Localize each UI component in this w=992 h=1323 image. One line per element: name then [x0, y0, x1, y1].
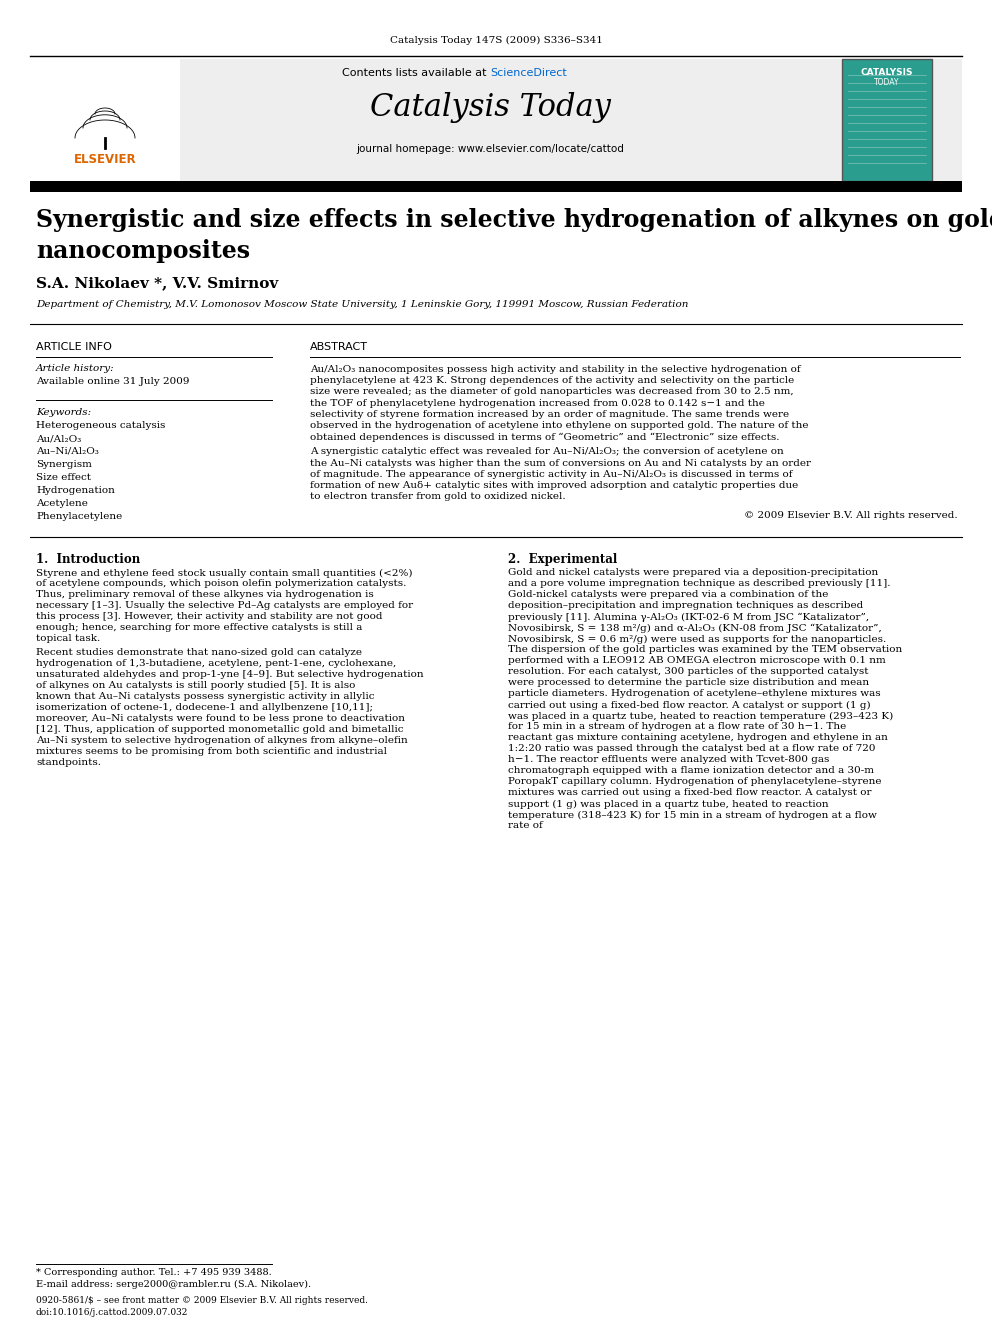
Text: enough; hence, searching for more effective catalysts is still a: enough; hence, searching for more effect…	[36, 623, 362, 632]
Text: Novosibirsk, S = 0.6 m²/g) were used as supports for the nanoparticles.: Novosibirsk, S = 0.6 m²/g) were used as …	[508, 635, 886, 643]
Text: PoropakT capillary column. Hydrogenation of phenylacetylene–styrene: PoropakT capillary column. Hydrogenation…	[508, 778, 882, 786]
Text: Gold-nickel catalysts were prepared via a combination of the: Gold-nickel catalysts were prepared via …	[508, 590, 828, 599]
Text: previously [11]. Alumina γ-Al₂O₃ (IKT-02-6 M from JSC “Katalizator”,: previously [11]. Alumina γ-Al₂O₃ (IKT-02…	[508, 613, 869, 622]
Text: © 2009 Elsevier B.V. All rights reserved.: © 2009 Elsevier B.V. All rights reserved…	[744, 512, 958, 520]
Text: The dispersion of the gold particles was examined by the TEM observation: The dispersion of the gold particles was…	[508, 646, 903, 655]
Text: Synergism: Synergism	[36, 460, 92, 468]
Text: deposition–precipitation and impregnation techniques as described: deposition–precipitation and impregnatio…	[508, 602, 863, 610]
Text: Contents lists available at: Contents lists available at	[342, 67, 490, 78]
Text: performed with a LEO912 AB OMEGA electron microscope with 0.1 nm: performed with a LEO912 AB OMEGA electro…	[508, 656, 886, 665]
Text: the Au–Ni catalysts was higher than the sum of conversions on Au and Ni catalyst: the Au–Ni catalysts was higher than the …	[310, 459, 811, 467]
Text: necessary [1–3]. Usually the selective Pd–Ag catalysts are employed for: necessary [1–3]. Usually the selective P…	[36, 602, 413, 610]
Text: doi:10.1016/j.cattod.2009.07.032: doi:10.1016/j.cattod.2009.07.032	[36, 1308, 188, 1316]
Text: Catalysis Today: Catalysis Today	[370, 93, 610, 123]
Text: mixtures was carried out using a fixed-bed flow reactor. A catalyst or: mixtures was carried out using a fixed-b…	[508, 789, 872, 798]
Text: were processed to determine the particle size distribution and mean: were processed to determine the particle…	[508, 679, 869, 688]
Text: reactant gas mixture containing acetylene, hydrogen and ethylene in an: reactant gas mixture containing acetylen…	[508, 733, 888, 742]
Text: 2.  Experimental: 2. Experimental	[508, 553, 617, 566]
Text: Phenylacetylene: Phenylacetylene	[36, 512, 122, 521]
Text: of acetylene compounds, which poison olefin polymerization catalysts.: of acetylene compounds, which poison ole…	[36, 579, 407, 589]
Text: phenylacetylene at 423 K. Strong dependences of the activity and selectivity on : phenylacetylene at 423 K. Strong depende…	[310, 376, 795, 385]
Text: S.A. Nikolaev *, V.V. Smirnov: S.A. Nikolaev *, V.V. Smirnov	[36, 277, 278, 290]
Text: 1.  Introduction: 1. Introduction	[36, 553, 140, 566]
FancyBboxPatch shape	[30, 60, 180, 181]
Text: moreover, Au–Ni catalysts were found to be less prone to deactivation: moreover, Au–Ni catalysts were found to …	[36, 714, 405, 724]
Text: Article history:: Article history:	[36, 364, 115, 373]
Text: Au–Ni system to selective hydrogenation of alkynes from alkyne–olefin: Au–Ni system to selective hydrogenation …	[36, 737, 408, 745]
Text: this process [3]. However, their activity and stability are not good: this process [3]. However, their activit…	[36, 613, 383, 622]
Text: known that Au–Ni catalysts possess synergistic activity in allylic: known that Au–Ni catalysts possess syner…	[36, 692, 375, 701]
FancyBboxPatch shape	[30, 181, 962, 192]
Text: topical task.: topical task.	[36, 635, 100, 643]
Text: formation of new Auδ+ catalytic sites with improved adsorption and catalytic pro: formation of new Auδ+ catalytic sites wi…	[310, 482, 799, 490]
Text: 1:2:20 ratio was passed through the catalyst bed at a flow rate of 720: 1:2:20 ratio was passed through the cata…	[508, 745, 876, 753]
Text: ABSTRACT: ABSTRACT	[310, 343, 368, 352]
Text: to electron transfer from gold to oxidized nickel.: to electron transfer from gold to oxidiz…	[310, 492, 565, 501]
Text: mixtures seems to be promising from both scientific and industrial: mixtures seems to be promising from both…	[36, 747, 387, 757]
Text: journal homepage: www.elsevier.com/locate/cattod: journal homepage: www.elsevier.com/locat…	[356, 144, 624, 153]
Text: of alkynes on Au catalysts is still poorly studied [5]. It is also: of alkynes on Au catalysts is still poor…	[36, 681, 355, 691]
Text: the TOF of phenylacetylene hydrogenation increased from 0.028 to 0.142 s−1 and t: the TOF of phenylacetylene hydrogenation…	[310, 398, 765, 407]
Text: support (1 g) was placed in a quartz tube, heated to reaction: support (1 g) was placed in a quartz tub…	[508, 799, 828, 808]
Text: [12]. Thus, application of supported monometallic gold and bimetallic: [12]. Thus, application of supported mon…	[36, 725, 404, 734]
Text: Au–Ni/Al₂O₃: Au–Ni/Al₂O₃	[36, 447, 99, 456]
Text: particle diameters. Hydrogenation of acetylene–ethylene mixtures was: particle diameters. Hydrogenation of ace…	[508, 689, 881, 699]
Text: Au/Al₂O₃ nanocomposites possess high activity and stability in the selective hyd: Au/Al₂O₃ nanocomposites possess high act…	[310, 365, 801, 374]
Text: selectivity of styrene formation increased by an order of magnitude. The same tr: selectivity of styrene formation increas…	[310, 410, 789, 419]
Text: was placed in a quartz tube, heated to reaction temperature (293–423 K): was placed in a quartz tube, heated to r…	[508, 712, 893, 721]
Text: Department of Chemistry, M.V. Lomonosov Moscow State University, 1 Leninskie Gor: Department of Chemistry, M.V. Lomonosov …	[36, 300, 688, 310]
Text: h−1. The reactor effluents were analyzed with Tcvet-800 gas: h−1. The reactor effluents were analyzed…	[508, 755, 829, 765]
Text: isomerization of octene-1, dodecene-1 and allylbenzene [10,11];: isomerization of octene-1, dodecene-1 an…	[36, 704, 373, 712]
Text: Novosibirsk, S = 138 m²/g) and α-Al₂O₃ (KN-08 from JSC “Katalizator”,: Novosibirsk, S = 138 m²/g) and α-Al₂O₃ (…	[508, 623, 882, 632]
Text: and a pore volume impregnation technique as described previously [11].: and a pore volume impregnation technique…	[508, 579, 891, 589]
Text: obtained dependences is discussed in terms of “Geometric” and “Electronic” size : obtained dependences is discussed in ter…	[310, 433, 780, 442]
Text: * Corresponding author. Tel.: +7 495 939 3488.: * Corresponding author. Tel.: +7 495 939…	[36, 1267, 272, 1277]
Text: hydrogenation of 1,3-butadiene, acetylene, pent-1-ene, cyclohexane,: hydrogenation of 1,3-butadiene, acetylen…	[36, 659, 396, 668]
Text: CATALYSIS: CATALYSIS	[861, 67, 914, 77]
Text: standpoints.: standpoints.	[36, 758, 101, 767]
Text: ARTICLE INFO: ARTICLE INFO	[36, 343, 112, 352]
Text: carried out using a fixed-bed flow reactor. A catalyst or support (1 g): carried out using a fixed-bed flow react…	[508, 700, 871, 709]
Text: size were revealed; as the diameter of gold nanoparticles was decreased from 30 : size were revealed; as the diameter of g…	[310, 388, 794, 397]
Text: Hydrogenation: Hydrogenation	[36, 486, 115, 495]
Text: temperature (318–423 K) for 15 min in a stream of hydrogen at a flow: temperature (318–423 K) for 15 min in a …	[508, 811, 877, 819]
Text: 0920-5861/$ – see front matter © 2009 Elsevier B.V. All rights reserved.: 0920-5861/$ – see front matter © 2009 El…	[36, 1297, 368, 1304]
Text: for 15 min in a stream of hydrogen at a flow rate of 30 h−1. The: for 15 min in a stream of hydrogen at a …	[508, 722, 846, 732]
Text: Synergistic and size effects in selective hydrogenation of alkynes on gold
nanoc: Synergistic and size effects in selectiv…	[36, 208, 992, 263]
Text: Size effect: Size effect	[36, 474, 91, 482]
FancyBboxPatch shape	[30, 60, 962, 181]
Text: Acetylene: Acetylene	[36, 499, 88, 508]
Text: ELSEVIER: ELSEVIER	[73, 153, 136, 165]
Text: ScienceDirect: ScienceDirect	[490, 67, 566, 78]
Text: unsaturated aldehydes and prop-1-yne [4–9]. But selective hydrogenation: unsaturated aldehydes and prop-1-yne [4–…	[36, 671, 424, 680]
Text: Heterogeneous catalysis: Heterogeneous catalysis	[36, 421, 166, 430]
Text: A synergistic catalytic effect was revealed for Au–Ni/Al₂O₃; the conversion of a: A synergistic catalytic effect was revea…	[310, 447, 784, 456]
Text: chromatograph equipped with a flame ionization detector and a 30-m: chromatograph equipped with a flame ioni…	[508, 766, 874, 775]
Text: E-mail address: serge2000@rambler.ru (S.A. Nikolaev).: E-mail address: serge2000@rambler.ru (S.…	[36, 1279, 311, 1289]
Text: TODAY: TODAY	[874, 78, 900, 87]
Text: rate of: rate of	[508, 822, 543, 831]
Text: Recent studies demonstrate that nano-sized gold can catalyze: Recent studies demonstrate that nano-siz…	[36, 648, 362, 658]
Text: Styrene and ethylene feed stock usually contain small quantities (<2%): Styrene and ethylene feed stock usually …	[36, 569, 413, 578]
Text: Available online 31 July 2009: Available online 31 July 2009	[36, 377, 189, 386]
Text: Thus, preliminary removal of these alkynes via hydrogenation is: Thus, preliminary removal of these alkyn…	[36, 590, 374, 599]
Text: Catalysis Today 147S (2009) S336–S341: Catalysis Today 147S (2009) S336–S341	[390, 36, 602, 45]
Text: resolution. For each catalyst, 300 particles of the supported catalyst: resolution. For each catalyst, 300 parti…	[508, 667, 869, 676]
Text: Gold and nickel catalysts were prepared via a deposition-precipitation: Gold and nickel catalysts were prepared …	[508, 569, 878, 577]
Text: observed in the hydrogenation of acetylene into ethylene on supported gold. The : observed in the hydrogenation of acetyle…	[310, 421, 808, 430]
Text: Au/Al₂O₃: Au/Al₂O₃	[36, 434, 81, 443]
FancyBboxPatch shape	[842, 60, 932, 181]
Text: Keywords:: Keywords:	[36, 407, 91, 417]
Text: of magnitude. The appearance of synergistic activity in Au–Ni/Al₂O₃ is discussed: of magnitude. The appearance of synergis…	[310, 470, 793, 479]
